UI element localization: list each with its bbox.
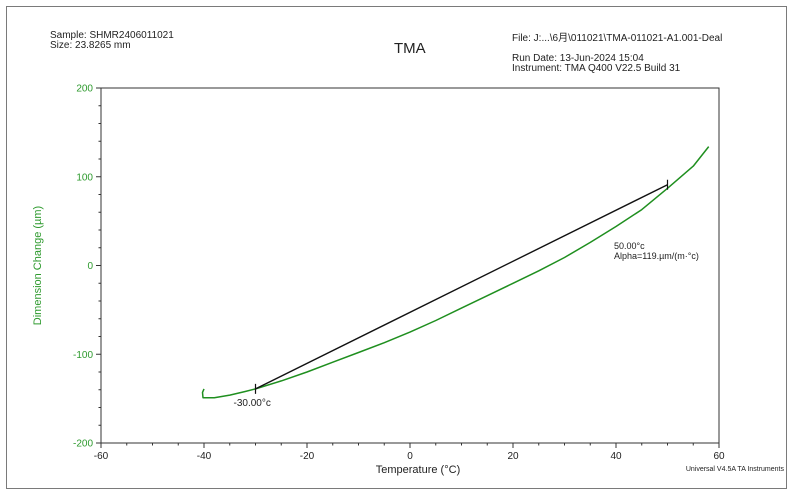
x-tick-label: 20 <box>507 451 519 462</box>
x-tick-label: -20 <box>300 451 315 462</box>
y-tick-label: 0 <box>87 261 93 272</box>
x-tick-label: 40 <box>610 451 622 462</box>
x-tick-label: -40 <box>197 451 212 462</box>
fit-line <box>255 184 668 390</box>
x-axis: -60 -40 -20 0 20 40 60 <box>94 443 725 462</box>
x-tick-label: 0 <box>407 451 413 462</box>
software-footer: Universal V4.5A TA Instruments <box>686 466 785 473</box>
y-axis: 200 100 0 -100 -200 <box>73 84 101 450</box>
y-tick-label: -200 <box>73 439 93 450</box>
plot-frame <box>6 6 787 489</box>
x-tick-label: -60 <box>94 451 109 462</box>
x-tick-label: 60 <box>713 451 725 462</box>
sample-size: Size: 23.8265 mm <box>50 40 131 51</box>
series-layer <box>201 146 710 399</box>
file-path: File: J:...\6月\011021\TMA-011021-A1.001-… <box>512 33 723 44</box>
alpha-annotation: Alpha=119.µm/(m·°c) <box>614 251 699 261</box>
end-temp-annotation: 50.00°c <box>614 241 645 251</box>
plot-area-border <box>100 87 720 444</box>
x-axis-label: Temperature (°C) <box>376 464 460 476</box>
y-axis-label: Dimension Change (µm) <box>32 206 44 325</box>
dimension-change-curve <box>201 146 710 399</box>
start-temp-annotation: -30.00°c <box>234 398 271 409</box>
y-tick-label: -100 <box>73 350 93 361</box>
sample-id: Sample: SHMR2406011021 <box>50 30 174 41</box>
chart-title: TMA <box>394 40 426 57</box>
y-tick-label: 200 <box>76 84 93 95</box>
y-tick-label: 100 <box>76 172 93 183</box>
run-date: Run Date: 13-Jun-2024 15:04 <box>512 53 644 64</box>
instrument: Instrument: TMA Q400 V22.5 Build 31 <box>512 63 681 74</box>
